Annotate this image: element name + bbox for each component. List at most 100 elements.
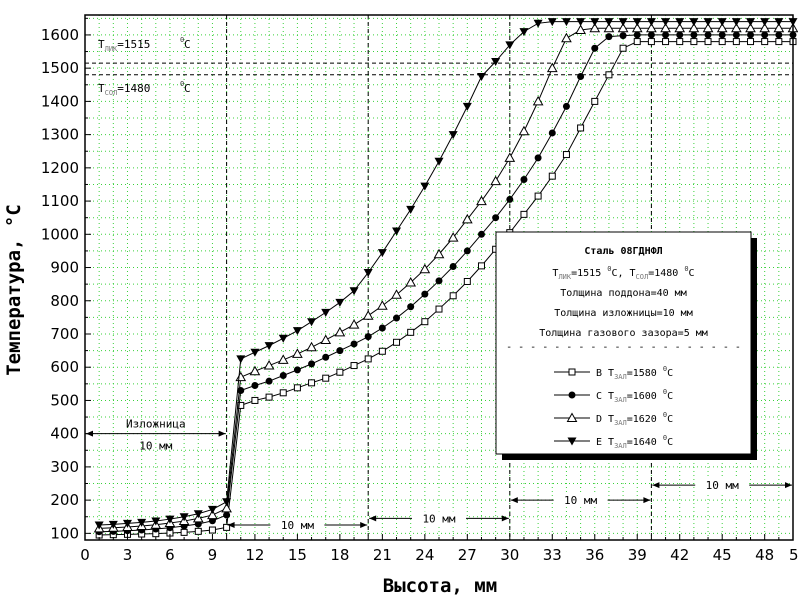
data-point — [519, 28, 529, 37]
data-point — [577, 72, 585, 80]
arrow-head — [510, 497, 518, 504]
data-point — [321, 308, 331, 317]
data-point — [421, 318, 429, 326]
dimension-label: 10 мм — [706, 479, 739, 492]
data-point — [505, 41, 515, 50]
y-tick-label: 1100 — [41, 192, 79, 210]
data-point — [662, 38, 670, 46]
data-point — [773, 22, 785, 33]
data-point — [348, 319, 360, 329]
data-point — [548, 129, 556, 137]
data-point — [504, 152, 516, 162]
data-point — [676, 38, 684, 46]
data-point — [646, 22, 657, 33]
x-tick-label: 0 — [80, 546, 90, 564]
data-point — [717, 18, 727, 27]
x-tick-label: 48 — [755, 546, 774, 564]
data-point — [447, 232, 459, 242]
data-point — [759, 22, 771, 33]
legend-label: B TЗАЛ=1580 0C — [596, 365, 673, 381]
dimension-label: 10 мм — [564, 494, 597, 507]
data-point — [631, 22, 643, 33]
data-point — [547, 18, 557, 27]
data-point — [520, 175, 528, 183]
data-point — [732, 31, 740, 39]
legend-title: Сталь 08ГДНФЛ — [584, 246, 662, 257]
data-point — [179, 513, 189, 522]
y-tick-label: 400 — [50, 425, 79, 443]
data-point — [490, 175, 501, 186]
data-point — [568, 368, 576, 376]
data-point — [718, 31, 726, 39]
data-point — [378, 347, 386, 355]
x-tick-label: 18 — [330, 546, 349, 564]
data-point — [732, 38, 740, 46]
data-point — [193, 510, 203, 519]
degree-sign: 0 — [180, 36, 184, 44]
data-point — [591, 97, 599, 105]
data-point — [278, 334, 288, 343]
dimension-annotations: Изложница 10 мм 10 мм 10 мм 10 мм 10 мм — [86, 418, 792, 533]
data-point — [419, 263, 431, 274]
data-point — [533, 19, 543, 28]
data-point — [476, 195, 487, 206]
data-point — [534, 154, 542, 162]
data-point — [421, 290, 429, 298]
data-point — [406, 205, 416, 214]
data-point — [292, 348, 303, 358]
data-point — [334, 326, 346, 337]
data-point — [165, 515, 175, 524]
data-point — [208, 526, 216, 534]
data-point — [322, 353, 330, 361]
data-point — [604, 18, 614, 27]
data-point — [265, 393, 273, 401]
data-point — [774, 18, 784, 27]
y-tick-label: 300 — [50, 458, 79, 476]
reference-line-unit: C — [184, 38, 191, 51]
data-point — [94, 521, 104, 530]
y-axis-title: Температура, °C — [3, 204, 25, 376]
data-point — [251, 396, 259, 404]
data-point — [716, 22, 728, 33]
data-point — [279, 372, 287, 380]
data-point — [449, 292, 457, 300]
dimension-label-top: Изложница — [126, 418, 186, 431]
legend-entry-D: D TЗАЛ=1620 0C — [554, 411, 673, 427]
data-point — [448, 131, 458, 140]
data-point — [251, 381, 259, 389]
data-point — [761, 38, 769, 46]
dimension-label: 10 мм — [281, 519, 314, 532]
y-tick-label: 500 — [50, 391, 79, 409]
x-tick-label: 33 — [543, 546, 562, 564]
data-point — [463, 277, 471, 285]
x-tick-label: 6 — [165, 546, 175, 564]
data-point — [689, 18, 699, 27]
data-point — [647, 38, 655, 46]
data-point — [364, 333, 372, 341]
legend-entry-E: E TЗАЛ=1640 0C — [554, 434, 673, 450]
data-point — [277, 354, 289, 364]
y-tick-label: 1400 — [41, 92, 79, 110]
data-point — [532, 95, 544, 106]
x-axis-title: Высота, мм — [383, 575, 497, 597]
arrow-head — [652, 482, 660, 489]
data-point — [364, 355, 372, 363]
data-point — [548, 172, 556, 180]
data-point — [617, 22, 629, 33]
data-point — [463, 247, 471, 255]
data-point — [292, 327, 302, 336]
data-point — [746, 18, 756, 27]
data-point — [688, 22, 700, 33]
data-point — [661, 18, 671, 27]
x-tick-label: 12 — [245, 546, 264, 564]
data-point — [633, 31, 641, 39]
data-point — [350, 362, 358, 370]
data-point — [662, 31, 670, 39]
data-point — [434, 157, 444, 166]
y-tick-label: 800 — [50, 292, 79, 310]
dimension-label-bg — [270, 518, 325, 533]
data-point — [731, 22, 742, 33]
legend-label: C TЗАЛ=1600 0C — [596, 388, 673, 404]
x-axis-ticks: 0 3 6 9 12 15 18 21 24 27 30 33 36 39 42 45 48 5 — [80, 534, 798, 564]
